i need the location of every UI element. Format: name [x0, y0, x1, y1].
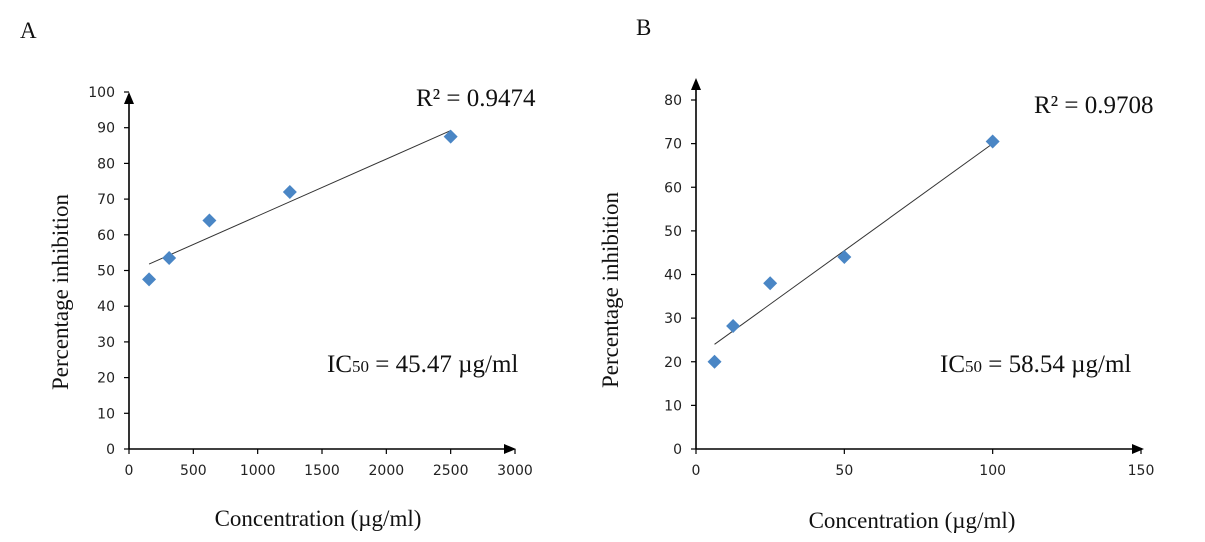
chart-b: B 0 10 20 30 40 50 60 70 80 0 50 100 150 Percentage in… — [598, 15, 1154, 533]
y-axis-label: Percentage inhibition — [598, 191, 623, 388]
x-tick-label: 150 — [1128, 463, 1155, 479]
r-squared-label: R² = 0.9708 — [1034, 92, 1154, 119]
data-point — [162, 251, 177, 266]
trendline — [148, 130, 451, 265]
ic50-label: IC50 = 58.54 µg/ml — [940, 351, 1131, 378]
x-tick-label: 0 — [692, 463, 701, 479]
y-tick-label: 40 — [97, 299, 115, 315]
data-point — [763, 276, 778, 291]
x-tick-label: 1500 — [304, 463, 340, 479]
x-tick-label: 2500 — [433, 463, 469, 479]
x-tick-label: 3000 — [497, 463, 533, 479]
data-point — [707, 354, 722, 369]
y-tick-label: 20 — [97, 371, 115, 387]
y-tick-label: 10 — [97, 406, 115, 422]
y-tick-label: 60 — [664, 180, 682, 196]
trendline — [714, 143, 993, 345]
y-tick-label: 80 — [97, 156, 115, 172]
data-point — [443, 129, 458, 144]
data-point — [985, 134, 1000, 149]
y-tick-label: 30 — [97, 335, 115, 351]
x-axis-label: Concentration (µg/ml) — [809, 508, 1016, 533]
x-axis-arrow — [1132, 444, 1144, 454]
panel-label-a: A — [20, 18, 37, 43]
x-axis-label: Concentration (µg/ml) — [215, 506, 422, 531]
y-tick-label: 0 — [673, 442, 682, 458]
y-tick-label: 80 — [664, 93, 682, 109]
y-tick-label: 50 — [664, 224, 682, 240]
y-tick-label: 40 — [664, 268, 682, 284]
x-tick-label: 2000 — [369, 463, 405, 479]
data-point — [837, 250, 852, 265]
y-tick-label: 20 — [664, 355, 682, 371]
y-tick-label: 30 — [664, 311, 682, 327]
y-tick-label: 70 — [97, 192, 115, 208]
data-point — [142, 272, 157, 287]
y-tick-label: 100 — [88, 85, 115, 101]
x-axis-arrow — [504, 444, 516, 454]
y-tick-label: 50 — [97, 264, 115, 280]
data-point — [282, 184, 297, 199]
y-tick-label: 70 — [664, 137, 682, 153]
ic50-label: IC50 = 45.47 µg/ml — [327, 351, 518, 378]
y-tick-label: 0 — [106, 442, 115, 458]
data-point — [726, 318, 741, 333]
y-tick-label: 10 — [664, 398, 682, 414]
x-tick-label: 100 — [979, 463, 1006, 479]
y-axis-label: Percentage inhibition — [48, 193, 73, 390]
y-tick-label: 90 — [97, 121, 115, 137]
y-tick-label: 60 — [97, 228, 115, 244]
x-tick-label: 500 — [180, 463, 207, 479]
panel-label-b: B — [636, 15, 651, 40]
x-tick-label: 0 — [125, 463, 134, 479]
x-tick-label: 50 — [835, 463, 853, 479]
data-point — [202, 213, 217, 228]
y-axis-arrow — [124, 92, 134, 104]
y-axis-arrow — [691, 78, 701, 90]
x-tick-label: 1000 — [240, 463, 276, 479]
r-squared-label: R² = 0.9474 — [416, 85, 536, 112]
